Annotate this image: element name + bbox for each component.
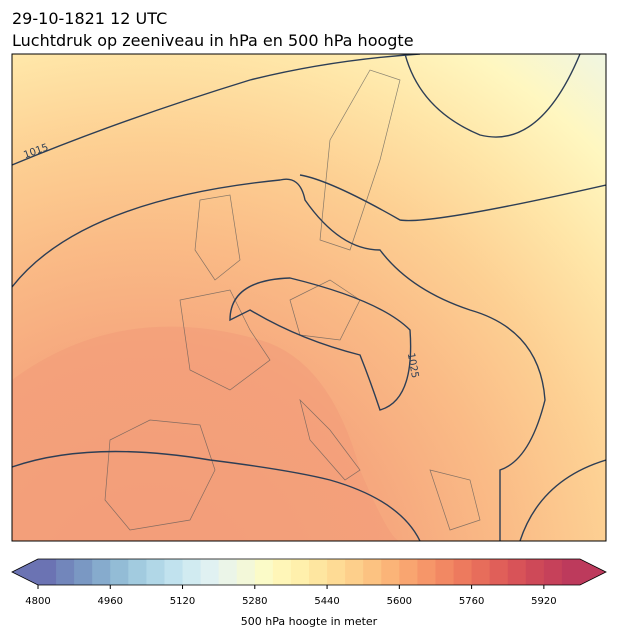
colorbar-segment [327, 559, 346, 585]
isobar [12, 450, 421, 541]
colorbar-segment [435, 559, 455, 585]
colorbar-tick-label: 5440 [314, 596, 339, 607]
colorbar-extend [580, 559, 606, 585]
colorbar-tick-label: 5120 [170, 596, 195, 607]
colorbar-segment [254, 559, 274, 585]
colorbar-tick-label: 5920 [531, 596, 556, 607]
colorbar-segment [200, 559, 220, 585]
colorbar-segment [309, 559, 328, 585]
colorbar-segment [146, 559, 165, 585]
colorbar-segment [543, 559, 563, 585]
colorbar-tick-label: 4800 [25, 596, 50, 607]
colorbar-segment [182, 559, 202, 585]
contour-label: 1025 [405, 352, 420, 379]
coastline [104, 69, 481, 531]
colorbar-tick-label: 5760 [459, 596, 484, 607]
colorbar-segment [489, 559, 509, 585]
colorbar-segment [74, 559, 93, 585]
colorbar-segment [507, 559, 527, 585]
map: 1015 1025 [12, 54, 606, 541]
colorbar-segment [363, 559, 382, 585]
subtitle: Luchtdruk op zeeniveau in hPa en 500 hPa… [12, 31, 414, 50]
isobar [299, 174, 606, 222]
colorbar-segment [218, 559, 238, 585]
colorbar-segment [110, 559, 129, 585]
colorbar-segment [38, 559, 57, 585]
colorbar-extend [12, 559, 38, 585]
title: 29-10-1821 12 UTC [12, 9, 167, 28]
colorbar-segment [345, 559, 364, 585]
colorbar-segment [272, 559, 292, 585]
colorbar-segment [417, 559, 436, 585]
colorbar: 4800 4960 5120 5280 5440 5600 5760 5920 [11, 558, 607, 607]
colorbar-segment [453, 559, 473, 585]
isobar [229, 277, 412, 411]
map-frame [11, 53, 607, 542]
colorbar-label: 500 hPa hoogte in meter [241, 615, 378, 628]
colorbar-tick-label: 5280 [242, 596, 267, 607]
colorbar-segment [471, 559, 491, 585]
isobar [404, 54, 581, 138]
colorbar-tick-label: 4960 [98, 596, 123, 607]
isobar [519, 459, 606, 541]
colorbar-segment [164, 559, 184, 585]
colorbar-segment [561, 559, 581, 585]
colorbar-segment [92, 559, 111, 585]
isobar [12, 54, 421, 166]
colorbar-segment [381, 559, 400, 585]
height-field [12, 326, 400, 541]
colorbar-segment [290, 559, 310, 585]
colorbar-segment [128, 559, 147, 585]
colorbar-outline [11, 558, 607, 586]
colorbar-segment [236, 559, 256, 585]
colorbar-segment [525, 559, 545, 585]
colorbar-tick-label: 5600 [387, 596, 412, 607]
colorbar-segment [56, 559, 75, 585]
isobar [12, 178, 546, 541]
colorbar-segment [399, 559, 418, 585]
